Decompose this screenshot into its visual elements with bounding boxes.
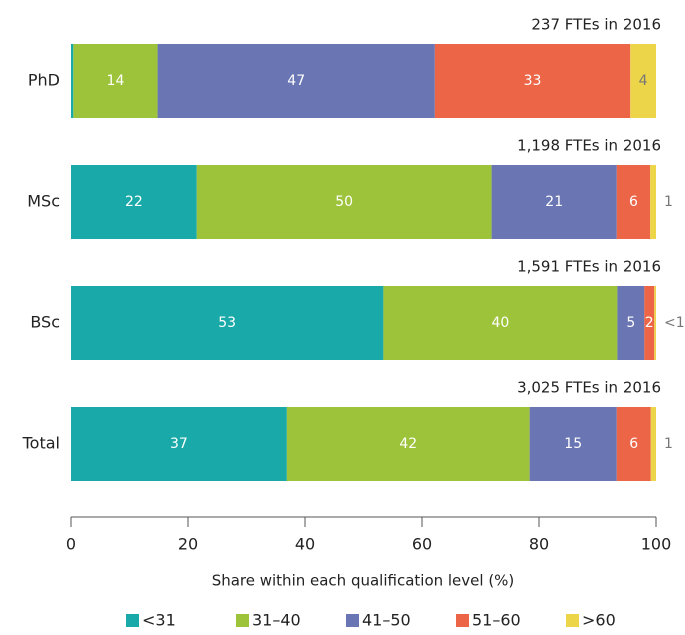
x-tick-label: 0 xyxy=(66,535,76,554)
value-label: 1 xyxy=(664,436,673,452)
annotation: 3,025 FTEs in 2016 xyxy=(517,379,661,397)
value-label: 33 xyxy=(524,73,542,89)
legend-label: 31–40 xyxy=(252,611,301,630)
x-axis-label: Share within each qualification level (%… xyxy=(212,572,515,590)
bar-segment xyxy=(71,165,197,239)
value-label: 47 xyxy=(287,73,305,89)
legend-swatch xyxy=(566,614,579,627)
bar-segment xyxy=(630,44,656,118)
bar-segment xyxy=(644,286,655,360)
y-tick-label: PhD xyxy=(28,71,60,90)
bar-segment xyxy=(491,165,617,239)
bar-segment xyxy=(157,44,435,118)
value-label: 6 xyxy=(629,436,638,452)
value-label: 1 xyxy=(664,194,673,210)
legend-swatch xyxy=(456,614,469,627)
value-label: 6 xyxy=(629,194,638,210)
legend-label: 51–60 xyxy=(472,611,521,630)
x-tick-label: 100 xyxy=(641,535,672,554)
legend-swatch xyxy=(126,614,139,627)
bar-segment xyxy=(71,407,287,481)
bar-segment xyxy=(434,44,631,118)
value-label: 14 xyxy=(107,73,125,89)
legend-swatch xyxy=(236,614,249,627)
y-tick-label: Total xyxy=(22,434,60,453)
annotation: 1,591 FTEs in 2016 xyxy=(517,258,661,276)
value-label: 21 xyxy=(545,194,563,210)
value-label: 4 xyxy=(639,73,648,89)
y-tick-label: BSc xyxy=(30,313,60,332)
bar-segment xyxy=(71,286,384,360)
bar-segment xyxy=(196,165,492,239)
value-label: 42 xyxy=(399,436,417,452)
bar-segment xyxy=(286,407,530,481)
bar-segment xyxy=(616,407,651,481)
bar-segment xyxy=(617,286,645,360)
annotation: 1,198 FTEs in 2016 xyxy=(517,137,661,155)
x-tick-label: 40 xyxy=(295,535,315,554)
legend-label: 41–50 xyxy=(362,611,411,630)
x-tick-label: 80 xyxy=(529,535,549,554)
bar-segment xyxy=(529,407,617,481)
value-label: 15 xyxy=(564,436,582,452)
x-tick-label: 60 xyxy=(412,535,432,554)
bar-segment xyxy=(383,286,618,360)
y-tick-label: MSc xyxy=(27,192,60,211)
legend-label: <31 xyxy=(142,611,176,630)
value-label: 50 xyxy=(335,194,353,210)
bar-segment xyxy=(650,165,656,239)
legend-swatch xyxy=(346,614,359,627)
annotation: 237 FTEs in 2016 xyxy=(531,16,661,34)
value-label: 53 xyxy=(218,315,236,331)
x-tick-label: 20 xyxy=(178,535,198,554)
value-label: <1 xyxy=(664,315,685,331)
bar-segment xyxy=(73,44,158,118)
value-label: 37 xyxy=(170,436,188,452)
bar-segment xyxy=(616,165,651,239)
legend-label: >60 xyxy=(582,611,616,630)
value-label: 40 xyxy=(491,315,509,331)
value-label: 22 xyxy=(125,194,143,210)
value-label: 2 xyxy=(645,315,654,331)
value-label: 5 xyxy=(626,315,635,331)
bar-segment xyxy=(654,286,656,360)
bar-segment xyxy=(71,44,74,118)
bar-segment xyxy=(650,407,656,481)
